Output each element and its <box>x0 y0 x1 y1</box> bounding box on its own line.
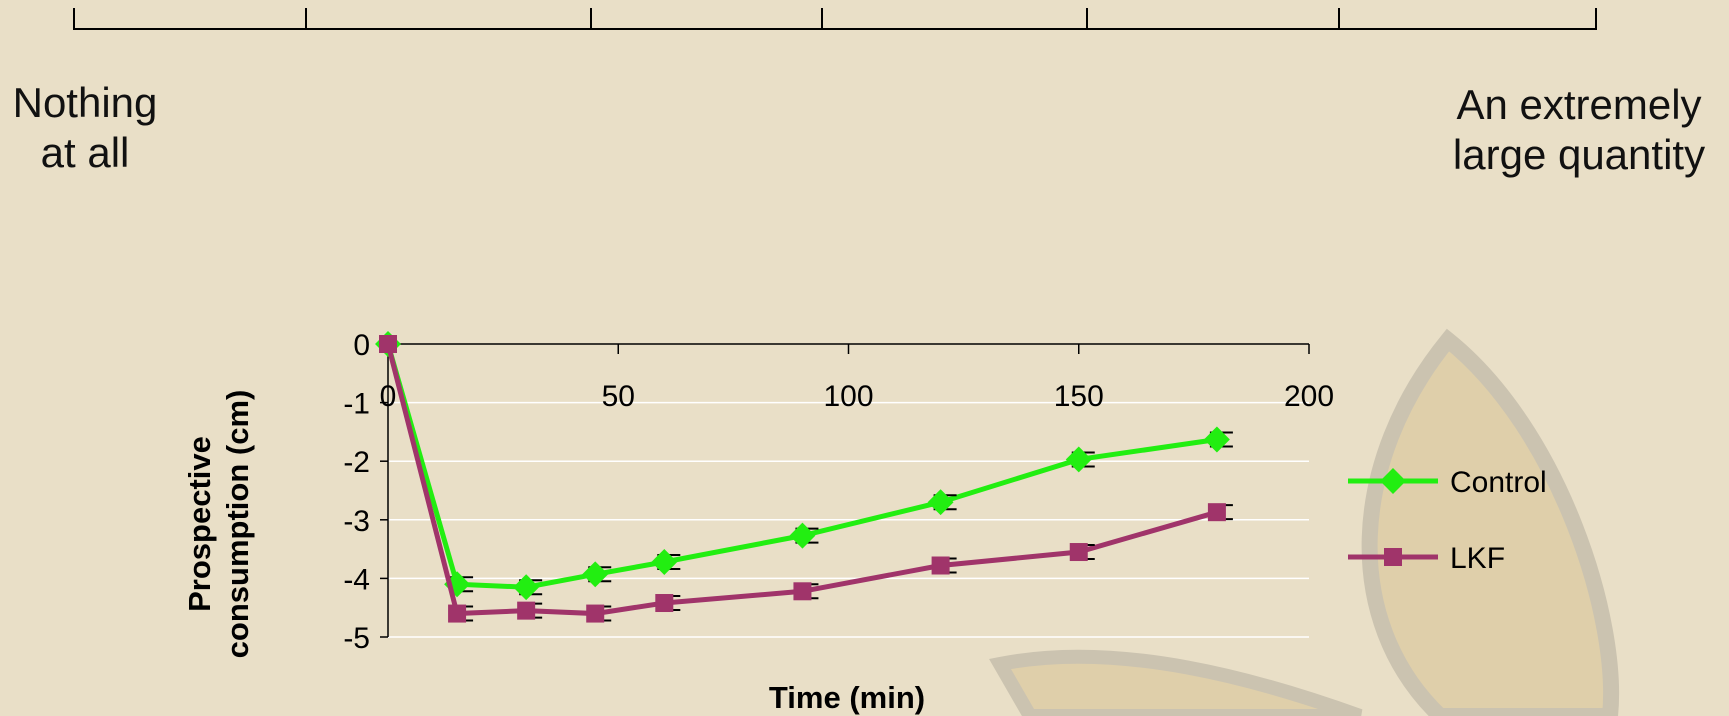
legend-item-control: Control <box>1348 466 1547 499</box>
data-point <box>517 601 536 620</box>
y-tick-label: -3 <box>343 505 370 538</box>
legend-label: Control <box>1450 466 1547 499</box>
scale-anchor-left: Nothing at all <box>0 78 170 178</box>
data-point <box>1384 548 1402 566</box>
leaf-shape-large <box>1361 328 1619 716</box>
data-point <box>586 604 605 623</box>
y-tick-label: -1 <box>343 388 370 421</box>
legend-item-lkf: LKF <box>1348 542 1505 575</box>
data-point <box>1069 543 1088 562</box>
y-axis-title-line-2: consumption (cm) <box>220 390 255 659</box>
data-point <box>1203 426 1230 453</box>
scale-ticks <box>73 8 1597 30</box>
data-point <box>582 561 609 588</box>
chart-tick-labels: 0 -1 -2 -3 -4 -5 0 50 100 150 200 <box>343 329 1334 655</box>
x-tick-label: 200 <box>1284 380 1334 413</box>
data-point <box>1380 468 1406 494</box>
y-axis-title: Prospective consumption (cm) <box>182 390 255 659</box>
series-lkf <box>379 335 1233 623</box>
chart-gridlines <box>388 401 1309 638</box>
data-point <box>655 594 674 613</box>
data-point <box>931 556 950 575</box>
chart-legend: Control LKF <box>1348 466 1547 575</box>
anchor-right-line-2: large quantity <box>1452 131 1706 178</box>
y-tick-label: -4 <box>343 563 370 596</box>
chart-series <box>375 331 1233 623</box>
x-tick-label: 50 <box>602 380 635 413</box>
data-point <box>448 604 467 623</box>
series-control <box>375 331 1233 601</box>
anchor-left-line-2: at all <box>40 129 130 176</box>
x-tick-label: 0 <box>380 380 397 413</box>
data-point <box>793 582 812 601</box>
scale-anchor-right: An extremely large quantity <box>1429 80 1729 180</box>
leaf-shape-lower <box>989 649 1363 716</box>
data-point <box>379 335 397 353</box>
data-point <box>651 549 678 575</box>
legend-label: LKF <box>1450 542 1505 575</box>
data-point <box>513 574 540 601</box>
x-tick-label: 150 <box>1054 380 1104 413</box>
y-tick-label: 0 <box>353 329 370 362</box>
x-tick-label: 100 <box>823 380 873 413</box>
y-tick-label: -5 <box>343 622 370 655</box>
data-point <box>789 522 816 549</box>
data-point <box>927 489 954 516</box>
y-axis-title-line-1: Prospective <box>182 436 217 612</box>
anchor-left-line-1: Nothing <box>12 79 158 126</box>
data-point <box>1207 503 1226 522</box>
data-point <box>1065 446 1092 473</box>
x-axis-title: Time (min) <box>769 680 925 715</box>
rating-scale-line <box>73 8 1597 30</box>
y-tick-label: -2 <box>343 446 370 479</box>
anchor-right-line-1: An extremely <box>1456 81 1702 128</box>
